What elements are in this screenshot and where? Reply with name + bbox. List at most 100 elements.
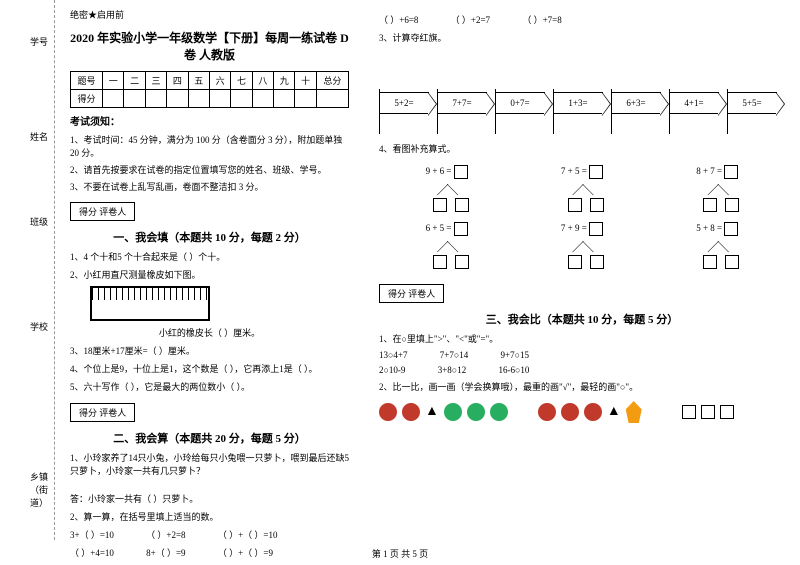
flag: 6+3= (611, 92, 661, 114)
question-answer: 答：小玲家一共有（ ）只萝卜。 (70, 492, 349, 505)
answer-box (720, 405, 734, 419)
calc: （ ）+（ ）=10 (218, 530, 278, 540)
flag: 1+3= (553, 92, 603, 114)
apple-icon (561, 403, 579, 421)
section-2-title: 二、我会算（本题共 20 分，每题 5 分） (70, 430, 349, 446)
binding-label: 乡镇（街道） (30, 470, 54, 509)
answer-box (682, 405, 696, 419)
tree-expr: 5 + 8 = (696, 223, 722, 233)
td: 得分 (71, 90, 103, 108)
binding-label: 姓名 (30, 130, 48, 143)
question: 5、六十写作（ ），它是最大的两位数小（ ）。 (70, 380, 349, 393)
secret-label: 绝密★启用前 (70, 8, 349, 21)
compare-row: 13○4+7 7+7○14 9+7○15 (379, 350, 785, 360)
notice-item: 3、不要在试卷上乱写乱画，卷面不整洁扣 3 分。 (70, 180, 349, 193)
tree-expr: 7 + 9 = (561, 223, 587, 233)
apple-icon (538, 403, 556, 421)
notice-item: 2、请首先按要求在试卷的指定位置填写您的姓名、班级、学号。 (70, 163, 349, 176)
flag: 7+7= (437, 92, 487, 114)
question: 1、小玲家养了14只小兔，小玲给每只小兔喂一只萝卜，喂到最后还缺5只萝卜，小玲家… (70, 451, 349, 477)
flag: 0+7= (495, 92, 545, 114)
question: 2、算一算，在括号里填上适当的数。 (70, 510, 349, 523)
calc-row: （ ）+6=8 （ ）+2=7 （ ）+7=8 (379, 13, 785, 26)
tree-expr: 6 + 5 = (426, 223, 452, 233)
table-header-row: 题号 一 二 三 四 五 六 七 八 九 十 总分 (71, 72, 349, 90)
left-column: 绝密★启用前 2020 年实验小学一年级数学【下册】每周一练试卷 D 卷 人教版… (55, 0, 364, 540)
tree-expr: 9 + 6 = (426, 166, 452, 176)
question: 2、小红用直尺测量橡皮如下图。 (70, 268, 349, 281)
score-box: 得分 评卷人 (70, 202, 135, 221)
exam-page: 学号 姓名 班级 学校 乡镇（街道） 绝密★启用前 2020 年实验小学一年级数… (0, 0, 800, 540)
th: 题号 (71, 72, 103, 90)
page-footer: 第 1 页 共 5 页 (0, 547, 800, 560)
section-1-title: 一、我会填（本题共 10 分，每题 2 分） (70, 229, 349, 245)
flag: 4+1= (669, 92, 719, 114)
question: 3、18厘米+17厘米=（ ）厘米。 (70, 344, 349, 357)
apple-icon (584, 403, 602, 421)
tree-expr: 8 + 7 = (696, 166, 722, 176)
question: 4、看图补充算式。 (379, 142, 785, 155)
tree-row: 6 + 5 = ／＼ 7 + 9 = ／＼ 5 + 8 = ／＼ (379, 222, 785, 269)
cmp: 13○4+7 (379, 350, 408, 360)
tree-diagram: 7 + 9 = ／＼ (560, 222, 604, 269)
binding-margin: 学号 姓名 班级 学校 乡镇（街道） (0, 0, 55, 540)
cmp: 3+8○12 (438, 365, 467, 375)
tree-diagram: 8 + 7 = ／＼ (695, 165, 739, 212)
calc: （ ）+7=8 (522, 15, 561, 25)
calc: （ ）+2=7 (451, 15, 490, 25)
tree-row: 9 + 6 = ／＼ 7 + 5 = ／＼ 8 + 7 = ／＼ (379, 165, 785, 212)
th: 一 (103, 72, 124, 90)
th: 六 (209, 72, 230, 90)
cmp: 16-6○10 (498, 365, 529, 375)
th: 八 (252, 72, 273, 90)
binding-label: 学校 (30, 320, 48, 333)
fruit-balance: ▲ ▲ (379, 401, 785, 423)
th: 五 (188, 72, 209, 90)
cmp: 2○10-9 (379, 365, 405, 375)
cmp: 7+7○14 (440, 350, 469, 360)
flag: 5+2= (379, 92, 429, 114)
calc: （ ）+6=8 (379, 15, 418, 25)
pineapple-icon (626, 401, 642, 423)
flags-diagram: 5+2= 7+7= 0+7= 1+3= 6+3= 4+1= 5+5= (379, 52, 785, 134)
binding-label: 学号 (30, 35, 48, 48)
apple-icon (379, 403, 397, 421)
pepper-icon (490, 403, 508, 421)
th: 三 (145, 72, 166, 90)
th: 总分 (316, 72, 348, 90)
notice-title: 考试须知： (70, 113, 349, 128)
question: 2、比一比，画一画（学会换算哦），最重的画"√"，最轻的画"○"。 (379, 380, 785, 393)
section-3-title: 三、我会比（本题共 10 分，每题 5 分） (379, 311, 785, 327)
answer-box (701, 405, 715, 419)
cmp: 9+7○15 (501, 350, 530, 360)
apple-icon (402, 403, 420, 421)
binding-label: 班级 (30, 215, 48, 228)
right-column: （ ）+6=8 （ ）+2=7 （ ）+7=8 3、计算夺红旗。 5+2= 7+… (364, 0, 800, 540)
tree-expr: 7 + 5 = (561, 166, 587, 176)
calc: 3+（ ）=10 (70, 530, 114, 540)
question: 小红的橡皮长（ ）厘米。 (70, 326, 349, 339)
flag: 5+5= (727, 92, 777, 114)
th: 四 (167, 72, 188, 90)
score-box: 得分 评卷人 (70, 403, 135, 422)
score-box: 得分 评卷人 (379, 284, 444, 303)
question: 1、4 个十和5 个十合起来是（ ）个十。 (70, 250, 349, 263)
notice-item: 1、考试时间：45 分钟，满分为 100 分（含卷面分 3 分），附加题单独 2… (70, 133, 349, 159)
question: 3、计算夺红旗。 (379, 31, 785, 44)
score-table: 题号 一 二 三 四 五 六 七 八 九 十 总分 得分 (70, 71, 349, 108)
th: 七 (231, 72, 252, 90)
calc: （ ）+2=8 (146, 530, 185, 540)
question: 4、个位上是9，十位上是1，这个数是（ ），它再添上1是（ ）。 (70, 362, 349, 375)
compare-row: 2○10-9 3+8○12 16-6○10 (379, 365, 785, 375)
tree-diagram: 6 + 5 = ／＼ (425, 222, 469, 269)
exam-title: 2020 年实验小学一年级数学【下册】每周一练试卷 D 卷 人教版 (70, 29, 349, 63)
question: 1、在○里填上">"、"<"或"="。 (379, 332, 785, 345)
th: 十 (295, 72, 316, 90)
th: 九 (274, 72, 295, 90)
tree-diagram: 7 + 5 = ／＼ (560, 165, 604, 212)
pepper-icon (444, 403, 462, 421)
th: 二 (124, 72, 145, 90)
tree-diagram: 5 + 8 = ／＼ (695, 222, 739, 269)
table-row: 得分 (71, 90, 349, 108)
ruler-image (90, 286, 210, 321)
